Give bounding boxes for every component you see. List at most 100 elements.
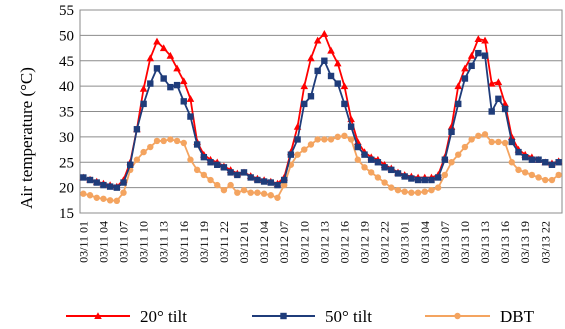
- data-point: [515, 166, 522, 174]
- data-point: [401, 188, 408, 195]
- data-point: [179, 77, 188, 85]
- y-tick-label: 45: [59, 54, 74, 70]
- x-tick-label: 03/12 22: [378, 221, 392, 263]
- data-point: [461, 75, 469, 82]
- data-point: [301, 100, 308, 108]
- data-point: [200, 171, 208, 179]
- legend-item: 20° tilt: [66, 307, 187, 326]
- data-point: [455, 100, 462, 108]
- data-point: [260, 178, 268, 185]
- x-tick-label: 03/13 04: [418, 221, 432, 263]
- x-tick-label: 03/12 16: [337, 221, 351, 263]
- y-tick-label: 30: [59, 130, 74, 146]
- data-point: [140, 100, 147, 108]
- x-tick-label: 03/11 13: [157, 221, 171, 263]
- y-tick-label: 50: [59, 28, 74, 44]
- x-tick-label: 03/11 16: [177, 221, 191, 263]
- data-point: [301, 146, 308, 153]
- data-point: [86, 192, 94, 199]
- data-point: [448, 159, 455, 166]
- x-tick-label: 03/13 19: [518, 221, 532, 263]
- data-point: [542, 159, 549, 166]
- x-tick-label: 03/13 07: [438, 221, 452, 263]
- data-point: [280, 176, 288, 184]
- data-point: [521, 169, 529, 176]
- data-point: [280, 181, 288, 189]
- data-point: [381, 179, 388, 186]
- data-point: [448, 128, 455, 135]
- data-point: [535, 174, 542, 181]
- data-point: [481, 131, 489, 138]
- data-point: [267, 192, 274, 199]
- data-point: [320, 30, 329, 37]
- data-point: [441, 156, 449, 163]
- data-point: [434, 184, 442, 191]
- data-point: [120, 179, 127, 186]
- data-point: [247, 189, 254, 196]
- series-line: [83, 133, 560, 202]
- data-point: [381, 164, 388, 171]
- data-point: [314, 67, 321, 75]
- data-point: [494, 78, 503, 86]
- x-tick-label: 03/11 01: [76, 221, 90, 263]
- y-axis: 15 20 25 30 35 40 45 50 55: [59, 3, 74, 222]
- data-point: [106, 183, 114, 190]
- data-point: [428, 176, 435, 184]
- data-point: [468, 136, 475, 143]
- data-point: [361, 164, 368, 171]
- data-point: [173, 64, 181, 72]
- data-point: [467, 51, 476, 59]
- series-circle: [80, 131, 562, 205]
- data-point: [240, 169, 248, 176]
- data-point: [100, 181, 107, 189]
- data-point: [106, 197, 114, 204]
- data-point: [321, 57, 328, 64]
- data-point: [481, 36, 489, 44]
- data-point: [274, 181, 281, 189]
- data-point: [487, 79, 496, 87]
- data-point: [347, 136, 355, 143]
- data-point: [140, 148, 147, 156]
- data-point: [234, 189, 241, 196]
- series-line: [83, 52, 559, 189]
- y-tick-label: 25: [59, 155, 74, 171]
- data-point: [488, 138, 495, 146]
- x-tick-label: 03/12 13: [317, 221, 331, 263]
- x-tick-label: 03/13 16: [498, 221, 512, 263]
- data-point: [86, 176, 94, 184]
- data-point: [461, 64, 469, 72]
- data-point: [340, 82, 349, 90]
- data-point: [414, 189, 422, 196]
- data-point: [394, 170, 402, 177]
- data-point: [508, 138, 515, 146]
- data-point: [227, 181, 234, 189]
- data-point: [180, 98, 187, 105]
- legend-marker: [280, 312, 287, 320]
- data-point: [327, 46, 335, 54]
- data-point: [214, 161, 221, 168]
- x-tick-label: 03/11 10: [137, 221, 151, 263]
- data-point: [501, 105, 509, 113]
- data-point: [300, 82, 309, 90]
- data-point: [542, 176, 549, 184]
- data-point: [193, 166, 201, 174]
- data-point: [133, 156, 141, 163]
- x-tick-label: 03/12 04: [257, 221, 271, 263]
- gridlines: [80, 9, 562, 214]
- data-point: [207, 159, 214, 166]
- data-point: [314, 136, 321, 143]
- data-point: [347, 123, 355, 130]
- data-point: [388, 166, 395, 174]
- data-point: [173, 81, 181, 89]
- data-point: [133, 126, 141, 133]
- data-point: [528, 171, 536, 179]
- x-tick-label: 03/13 13: [478, 221, 492, 263]
- x-tick-label: 03/12 10: [297, 221, 311, 263]
- data-point: [555, 159, 562, 166]
- data-point: [507, 133, 516, 140]
- data-point: [374, 159, 382, 166]
- data-point: [139, 84, 148, 92]
- data-point: [220, 164, 228, 171]
- data-point: [501, 139, 509, 147]
